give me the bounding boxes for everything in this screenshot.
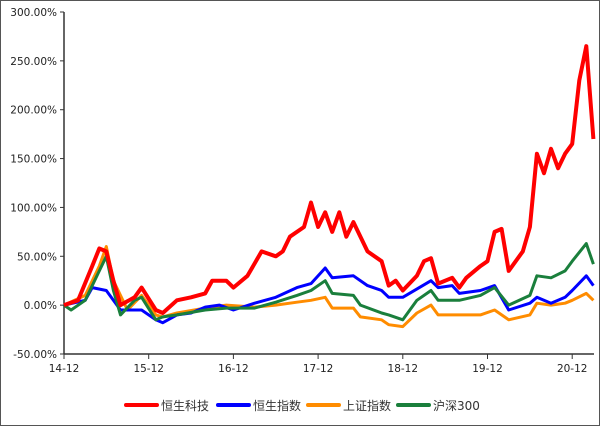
x-tick-label: 14-12: [49, 363, 80, 375]
y-tick-label: 200.00%: [10, 105, 57, 117]
y-tick-label: 0.00%: [24, 300, 57, 312]
legend-label-2: 上证指数: [343, 398, 391, 413]
x-tick-label: 15-12: [133, 363, 164, 375]
x-tick-label: 20-12: [557, 363, 588, 375]
x-tick-label: 18-12: [388, 363, 419, 375]
x-tick-label: 17-12: [303, 363, 334, 375]
x-tick-label: 16-12: [218, 363, 249, 375]
x-tick-label: 19-12: [472, 363, 503, 375]
series-line-2: [63, 245, 595, 329]
legend-label-1: 恒生指数: [253, 398, 301, 413]
y-tick-label: 300.00%: [10, 7, 57, 19]
y-tick-label: 250.00%: [10, 56, 57, 68]
y-tick-label: 50.00%: [17, 251, 57, 263]
series-line-3: [63, 242, 595, 322]
y-tick-label: -50.00%: [13, 349, 57, 361]
series-line-1: [63, 266, 595, 325]
legend-label-0: 恒生科技: [161, 399, 209, 413]
y-tick-label: 100.00%: [10, 202, 57, 214]
y-tick-label: 150.00%: [10, 154, 57, 166]
series-line-0: [63, 44, 596, 315]
legend-label-3: 沪深300: [433, 399, 480, 413]
